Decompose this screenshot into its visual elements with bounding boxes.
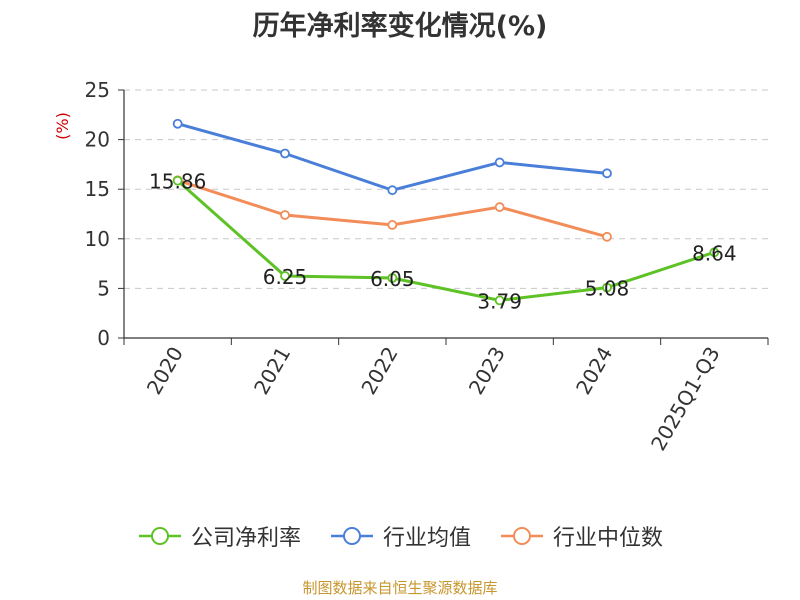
x-tick-label: 2021 <box>249 343 295 399</box>
data-point <box>387 185 398 196</box>
legend-marker-icon <box>330 527 373 545</box>
legend-label: 公司净利率 <box>190 526 301 551</box>
data-point <box>280 148 290 159</box>
x-tick-label: 2023 <box>464 343 510 399</box>
legend-circle <box>150 527 169 545</box>
data-label: 5.08 <box>585 277 630 301</box>
data-point <box>602 168 612 179</box>
data-point <box>602 231 612 242</box>
data-label: 3.79 <box>477 289 522 313</box>
legend-marker-icon <box>138 527 181 545</box>
data-label: 6.05 <box>370 267 415 291</box>
data-point <box>280 210 290 220</box>
y-tick-label: 20 <box>85 128 110 152</box>
x-tick-label: 2022 <box>356 343 402 399</box>
data-label: 15.86 <box>149 170 206 194</box>
source-note: 制图数据来自恒生聚源数据库 <box>302 579 498 597</box>
y-tick-label: 10 <box>85 227 110 251</box>
data-point <box>494 202 505 212</box>
legend-circle <box>513 527 531 545</box>
data-label-layer: 15.86 6.25 6.05 3.79 5.08 8.64 <box>149 170 737 314</box>
y-tick-label: 25 <box>85 78 110 102</box>
data-point <box>280 271 290 281</box>
data-point <box>602 282 612 293</box>
grid-layer <box>124 89 768 289</box>
y-tick-label: 0 <box>97 326 110 350</box>
legend-circle <box>342 527 361 545</box>
x-tick-label: 2020 <box>142 343 188 399</box>
data-point <box>494 157 505 168</box>
legend-label: 行业均值 <box>382 526 471 551</box>
data-point <box>387 220 398 230</box>
series-line <box>177 122 608 192</box>
data-label: 8.64 <box>692 241 737 265</box>
data-point <box>387 273 398 283</box>
data-point <box>172 175 183 186</box>
y-axis-label: (%) <box>53 112 72 140</box>
y-tick-label: 15 <box>85 177 110 201</box>
data-point <box>709 247 720 258</box>
legend-item[interactable]: 行业均值 <box>329 520 471 552</box>
legend: 公司净利率 行业均值 行业中位数 <box>0 520 800 552</box>
axis-layer: 0 5 10 15 20 25 2020 2021 2022 2023 2024 2025Q1-Q3 <box>85 78 769 455</box>
series-line <box>176 179 715 302</box>
chart-title: 历年净利率变化情况(%) <box>252 11 548 42</box>
legend-item[interactable]: 行业中位数 <box>499 520 663 552</box>
data-label: 6.25 <box>263 265 308 289</box>
legend-item[interactable]: 公司净利率 <box>137 520 301 552</box>
data-point <box>172 118 183 129</box>
legend-label: 行业中位数 <box>553 526 664 551</box>
series-layer <box>172 118 720 306</box>
x-tick-label: 2024 <box>571 343 617 399</box>
x-tick-label: 2025Q1-Q3 <box>646 343 725 455</box>
y-tick-label: 5 <box>97 276 110 300</box>
data-point <box>494 295 505 306</box>
legend-marker-icon <box>501 527 543 545</box>
